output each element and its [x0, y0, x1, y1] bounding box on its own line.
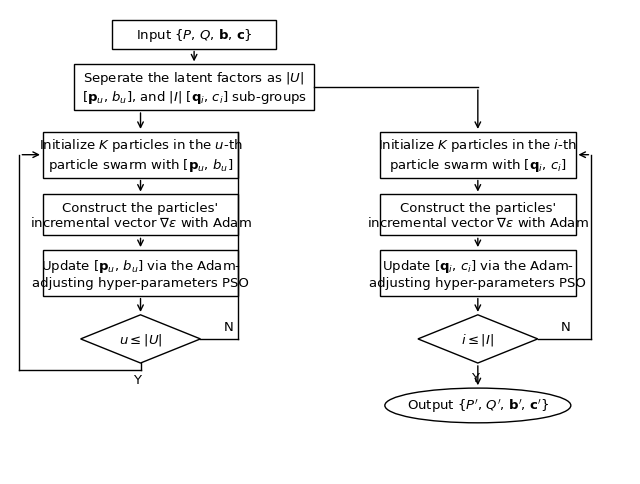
Text: N: N — [561, 321, 571, 333]
Text: Update [$\mathbf{p}_u$, $b_u$] via the Adam-
adjusting hyper-parameters PSO: Update [$\mathbf{p}_u$, $b_u$] via the A… — [32, 257, 249, 289]
FancyBboxPatch shape — [380, 195, 575, 236]
Text: Initialize $K$ particles in the $i$-th
particle swarm with [$\mathbf{q}_i$, $c_i: Initialize $K$ particles in the $i$-th p… — [378, 137, 577, 174]
Polygon shape — [81, 315, 200, 363]
Text: $u\leq|U|$: $u\leq|U|$ — [119, 331, 163, 347]
Text: N: N — [224, 321, 234, 333]
Text: Y: Y — [133, 374, 141, 387]
FancyBboxPatch shape — [74, 65, 314, 111]
Text: Seperate the latent factors as $|U|$
[$\mathbf{p}_u$, $b_u$], and $|I|$ [$\mathb: Seperate the latent factors as $|U|$ [$\… — [81, 70, 307, 106]
Text: Input {$P$, $Q$, $\mathbf{b}$, $\mathbf{c}$}: Input {$P$, $Q$, $\mathbf{b}$, $\mathbf{… — [136, 27, 253, 44]
FancyBboxPatch shape — [43, 195, 238, 236]
Text: $i\leq|I|$: $i\leq|I|$ — [461, 331, 494, 347]
Text: Y: Y — [470, 371, 479, 384]
Text: Update [$\mathbf{q}_i$, $c_i$] via the Adam-
adjusting hyper-parameters PSO: Update [$\mathbf{q}_i$, $c_i$] via the A… — [369, 257, 586, 289]
Text: Construct the particles'
incremental vector $\nabla\varepsilon$ with Adam: Construct the particles' incremental vec… — [29, 201, 252, 230]
Text: Construct the particles'
incremental vector $\nabla\varepsilon$ with Adam: Construct the particles' incremental vec… — [367, 201, 589, 230]
Text: Initialize $K$ particles in the $u$-th
particle swarm with [$\mathbf{p}_u$, $b_u: Initialize $K$ particles in the $u$-th p… — [38, 137, 243, 174]
Ellipse shape — [385, 388, 571, 423]
FancyBboxPatch shape — [380, 250, 575, 296]
Polygon shape — [418, 315, 538, 363]
FancyBboxPatch shape — [112, 21, 276, 49]
FancyBboxPatch shape — [380, 133, 575, 178]
FancyBboxPatch shape — [43, 133, 238, 178]
Text: Output {$P'$, $Q'$, $\mathbf{b}'$, $\mathbf{c}'$}: Output {$P'$, $Q'$, $\mathbf{b}'$, $\mat… — [407, 397, 549, 414]
FancyBboxPatch shape — [43, 250, 238, 296]
